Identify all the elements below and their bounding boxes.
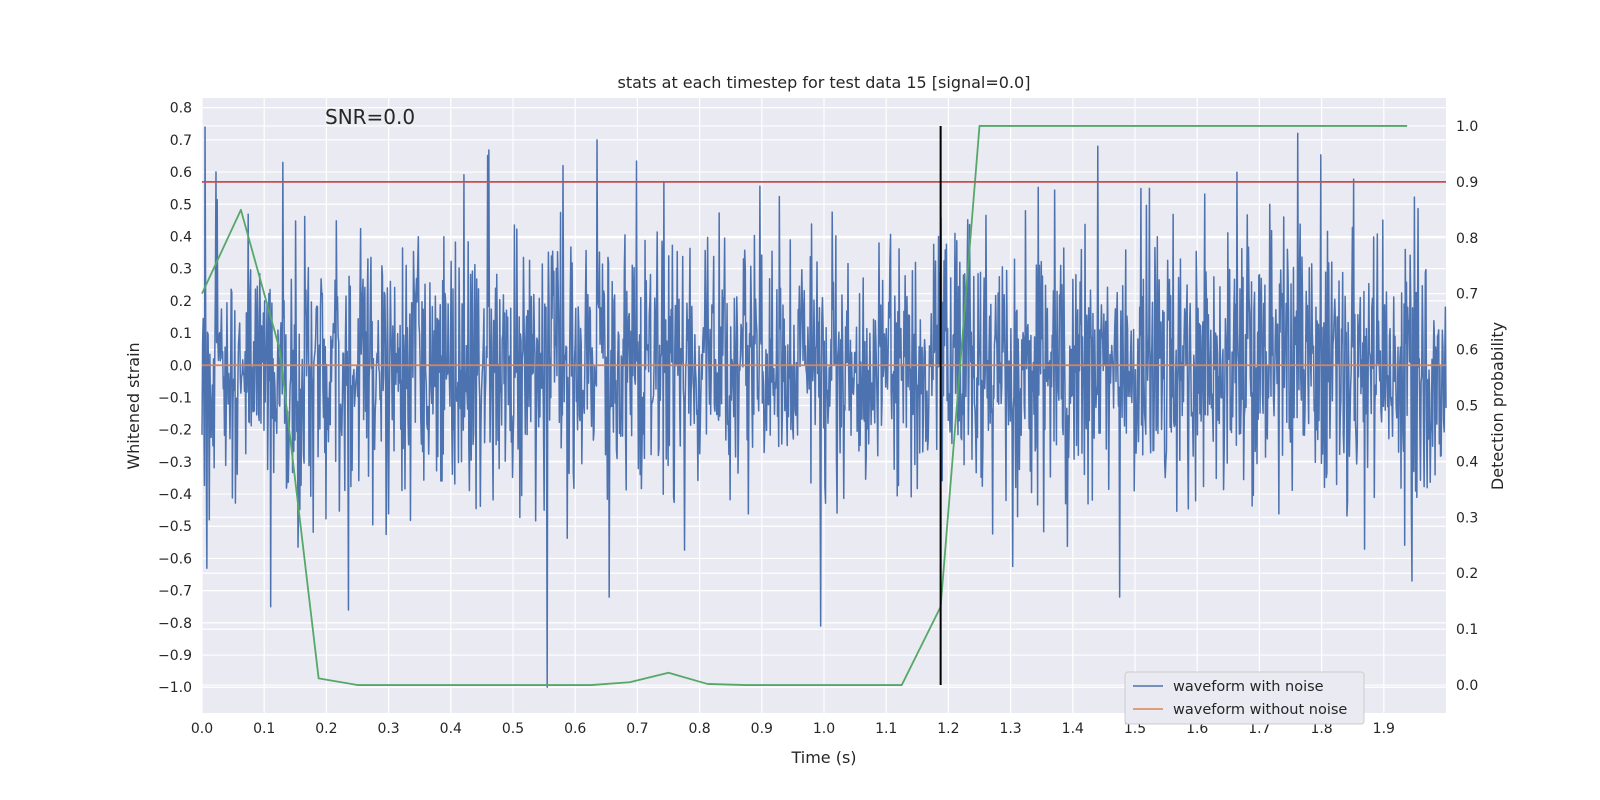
x-tick-labels: 0.0 0.1 0.2 0.3 0.4 0.5 0.6 0.7 0.8 0.9 1.0 1.1 1.2 1…: [191, 721, 1395, 737]
y-tick-label: −0.3: [158, 455, 192, 471]
y-tick-label: 0.6: [170, 165, 192, 181]
y2-tick-label: 0.0: [1456, 678, 1478, 694]
x-tick-label: 1.9: [1373, 721, 1395, 737]
y-tick-label: 0.4: [170, 229, 192, 245]
x-tick-label: 0.9: [751, 721, 773, 737]
y-tick-label: 0.2: [170, 294, 192, 310]
x-tick-label: 0.0: [191, 721, 213, 737]
y2-tick-label: 0.9: [1456, 175, 1478, 191]
y-tick-label: −0.4: [158, 487, 192, 503]
legend-label-clean: waveform without noise: [1173, 702, 1347, 718]
y2-tick-label: 0.2: [1456, 566, 1478, 582]
y-tick-label: −0.9: [158, 648, 192, 664]
x-tick-label: 0.4: [440, 721, 462, 737]
y2-axis-label: Detection probability: [1488, 322, 1507, 490]
x-tick-label: 1.6: [1186, 721, 1208, 737]
y-tick-labels: 0.8 0.7 0.6 0.5 0.4 0.3 0.2 0.1 0.0 −0.1 −0.2 −0.3 −…: [158, 101, 192, 697]
y2-tick-labels: 1.0 0.9 0.8 0.7 0.6 0.5 0.4 0.3 0.2 0.1 0.0: [1456, 119, 1478, 694]
x-tick-label: 0.1: [253, 721, 275, 737]
y-axis-label: Whitened strain: [124, 342, 143, 469]
y-tick-label: −0.8: [158, 616, 192, 632]
x-tick-label: 1.7: [1248, 721, 1270, 737]
y-tick-label: 0.1: [170, 326, 192, 342]
y-tick-label: 0.3: [170, 262, 192, 278]
x-axis-label: Time (s): [790, 748, 856, 767]
legend-label-noisy: waveform with noise: [1173, 679, 1324, 695]
x-tick-label: 1.0: [813, 721, 835, 737]
y2-tick-label: 0.6: [1456, 343, 1478, 359]
y-tick-label: −0.2: [158, 423, 192, 439]
y2-tick-label: 0.8: [1456, 231, 1478, 247]
x-tick-label: 0.8: [688, 721, 710, 737]
x-tick-label: 0.3: [377, 721, 399, 737]
chart-title: stats at each timestep for test data 15 …: [618, 73, 1031, 92]
snr-annotation: SNR=0.0: [325, 105, 415, 129]
x-tick-label: 1.3: [999, 721, 1021, 737]
y-tick-label: −0.6: [158, 551, 192, 567]
y-tick-label: −0.1: [158, 390, 192, 406]
y2-tick-label: 0.7: [1456, 287, 1478, 303]
x-tick-label: 0.2: [315, 721, 337, 737]
y2-tick-label: 0.4: [1456, 454, 1478, 470]
x-tick-label: 1.4: [1062, 721, 1084, 737]
y2-tick-label: 0.3: [1456, 510, 1478, 526]
x-tick-label: 0.5: [502, 721, 524, 737]
series-layer: [201, 125, 1447, 688]
y-tick-label: 0.8: [170, 101, 192, 117]
y-tick-label: −0.5: [158, 519, 192, 535]
y2-tick-label: 0.1: [1456, 622, 1478, 638]
y-tick-label: 0.7: [170, 133, 192, 149]
y2-tick-label: 1.0: [1456, 119, 1478, 135]
x-tick-label: 1.5: [1124, 721, 1146, 737]
legend-box: [1124, 671, 1365, 725]
y-tick-label: −1.0: [158, 680, 192, 696]
x-tick-label: 1.8: [1310, 721, 1332, 737]
x-tick-label: 1.2: [937, 721, 959, 737]
x-tick-label: 1.1: [875, 721, 897, 737]
x-tick-label: 0.6: [564, 721, 586, 737]
y-tick-label: 0.5: [170, 197, 192, 213]
y-tick-label: −0.7: [158, 584, 192, 600]
series-detection-probability: [201, 125, 1408, 686]
y2-tick-label: 0.5: [1456, 399, 1478, 415]
legend: waveform with noise waveform without noi…: [1124, 671, 1365, 725]
y-tick-label: 0.0: [170, 358, 192, 374]
x-tick-label: 0.7: [626, 721, 648, 737]
